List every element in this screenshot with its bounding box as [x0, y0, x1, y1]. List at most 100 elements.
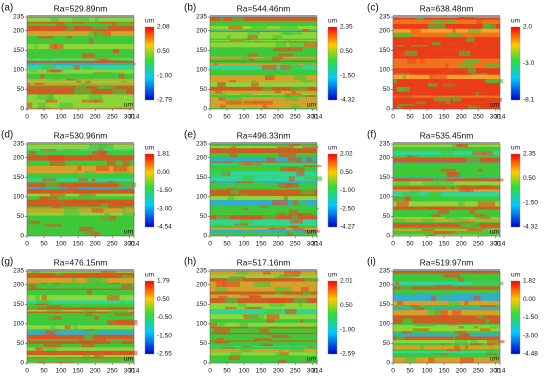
surface-speck — [251, 355, 256, 361]
surface-speck — [427, 277, 445, 282]
surface-speck — [247, 35, 258, 39]
surface-band — [210, 207, 317, 210]
surface-band — [210, 42, 317, 48]
surface-speck — [28, 220, 40, 225]
surface-speck — [69, 199, 86, 204]
surface-band — [393, 86, 500, 92]
surface-speck — [291, 60, 299, 62]
surface-band — [27, 38, 134, 45]
surface-speck — [441, 151, 454, 156]
surface-speck — [221, 335, 231, 339]
surface-speck — [31, 334, 46, 340]
surface-speck — [239, 322, 248, 327]
surface-band — [393, 289, 500, 294]
surface-speck — [106, 160, 116, 166]
surface-speck — [228, 25, 243, 30]
surface-speck — [472, 281, 488, 286]
surface-band — [27, 160, 134, 166]
surface-speck — [41, 196, 58, 200]
surface-band — [210, 97, 317, 101]
surface-band — [210, 352, 317, 356]
surface-band — [210, 35, 317, 39]
colorbar-tick-label: -3.00 — [157, 205, 172, 212]
surface-speck — [262, 53, 277, 57]
surface-speck — [402, 331, 413, 334]
surface-speck — [402, 285, 413, 287]
y-tick-label: 100 — [379, 67, 390, 74]
surface-speck — [266, 319, 275, 323]
surface-speck — [46, 309, 62, 312]
surface-speck — [242, 176, 255, 182]
surface-band — [210, 188, 317, 190]
surface-speck — [431, 214, 441, 218]
panel-label: (g) — [1, 257, 13, 268]
surface-map — [393, 271, 505, 363]
surface-speck — [458, 326, 465, 329]
surface-speck — [121, 275, 133, 278]
surface-speck — [288, 144, 300, 147]
surface-band — [27, 73, 134, 79]
surface-speck — [88, 94, 103, 100]
surface-speck — [34, 44, 38, 50]
surface-speck — [52, 358, 68, 360]
surface-speck — [123, 319, 138, 326]
surface-speck — [296, 319, 304, 323]
surface-band — [393, 144, 500, 148]
surface-band — [393, 28, 500, 33]
surface-speck — [212, 51, 224, 54]
surface-band — [27, 208, 134, 213]
surface-speck — [235, 29, 253, 31]
surface-speck — [31, 271, 38, 273]
surface-band — [210, 176, 317, 182]
surface-band — [210, 93, 317, 96]
y-tick-label: 100 — [13, 67, 24, 74]
colorbar-tick-label: -1.50 — [523, 314, 538, 321]
y-tick-label: 100 — [13, 321, 24, 328]
surface-speck — [35, 295, 40, 301]
surface-speck — [44, 347, 57, 351]
surface-band — [393, 295, 500, 301]
surface-band — [27, 99, 134, 103]
surface-speck — [405, 357, 416, 363]
surface-band — [393, 286, 500, 290]
surface-band — [210, 212, 317, 216]
surface-speck — [427, 24, 446, 29]
surface-speck — [270, 51, 287, 54]
surface-speck — [303, 291, 313, 295]
panel-title: Ra=530.96nm — [54, 130, 108, 140]
colorbar-tick-label: -1.50 — [157, 187, 172, 194]
surface-speck — [78, 339, 87, 341]
surface-band — [393, 46, 500, 51]
colorbar-tick-label: -3.00 — [523, 332, 538, 339]
surface-speck — [482, 221, 493, 224]
surface-speck — [482, 228, 489, 232]
surface-speck — [397, 286, 402, 290]
surface-speck — [436, 181, 454, 186]
y-tick-label: 50 — [200, 340, 208, 347]
surface-band — [27, 316, 134, 320]
surface-speck — [100, 196, 105, 200]
surface-speck — [287, 167, 305, 172]
surface-band — [27, 25, 134, 30]
surface-speck — [432, 271, 439, 274]
surface-speck — [231, 146, 237, 149]
surface-speck — [215, 90, 223, 94]
surface-speck — [61, 88, 66, 95]
surface-speck — [469, 147, 476, 152]
surface-speck — [432, 178, 447, 182]
y-tick-label: 0 — [203, 106, 207, 113]
surface-band — [210, 227, 317, 230]
surface-speck — [272, 58, 282, 61]
surface-speck — [454, 345, 460, 350]
surface-speck — [244, 306, 261, 310]
surface-speck — [42, 329, 58, 331]
surface-speck — [410, 231, 420, 235]
surface-band — [27, 361, 134, 363]
surface-speck — [422, 181, 438, 186]
surface-speck — [107, 181, 114, 183]
surface-speck — [27, 339, 35, 341]
surface-speck — [283, 41, 298, 43]
surface-speck — [477, 168, 483, 172]
surface-speck — [110, 340, 123, 345]
surface-speck — [447, 45, 453, 47]
